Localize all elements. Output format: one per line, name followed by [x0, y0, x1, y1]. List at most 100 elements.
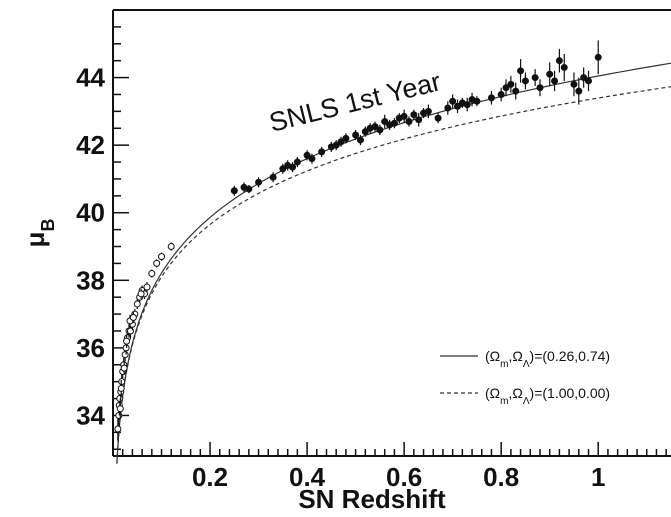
point-marker	[117, 384, 125, 392]
point-marker	[497, 90, 505, 98]
point-marker	[570, 80, 578, 88]
point-marker	[293, 158, 301, 166]
data-point	[536, 79, 544, 97]
point-marker	[594, 53, 602, 61]
data-point	[318, 146, 326, 157]
y-tick-label: 40	[76, 198, 105, 228]
model-curves	[116, 62, 671, 464]
x-tick-label: 0.6	[386, 462, 422, 492]
y-tick-label: 38	[76, 265, 105, 295]
data-point	[361, 126, 369, 137]
point-marker	[487, 94, 495, 102]
point-marker	[551, 77, 559, 85]
point-marker	[517, 67, 525, 75]
model-legend-solid-label: (Ωm,ΩΛ)=(0.26,0.74)	[485, 348, 610, 370]
data-point	[123, 334, 131, 348]
point-marker	[381, 118, 389, 125]
data-point	[551, 70, 559, 92]
data-point	[332, 140, 340, 151]
data-point	[546, 62, 554, 87]
data-point	[158, 252, 166, 261]
data-point	[269, 172, 277, 183]
data-point	[473, 96, 481, 107]
data-point	[585, 70, 593, 92]
point-marker	[463, 101, 471, 109]
point-marker	[167, 243, 175, 251]
data-point	[410, 109, 418, 120]
data-point	[371, 121, 379, 132]
data-point	[133, 298, 141, 310]
data-point	[376, 124, 384, 136]
data-point	[356, 135, 364, 146]
data-point	[424, 104, 432, 119]
point-marker	[352, 131, 360, 139]
data-point	[560, 53, 568, 81]
point-marker	[405, 118, 413, 125]
legend: (Ωm,ΩΛ)=(0.26,0.74) (Ωm,ΩΛ)=(1.00,0.00)	[440, 348, 610, 407]
point-marker	[390, 119, 398, 127]
data-point	[405, 116, 413, 127]
data-point	[570, 72, 578, 97]
y-axis-title: μB	[20, 219, 58, 248]
point-marker	[230, 187, 238, 195]
point-marker	[585, 77, 593, 85]
point-marker	[245, 185, 253, 193]
data-point	[521, 72, 529, 90]
point-marker	[521, 77, 529, 85]
data-point	[293, 156, 301, 168]
data-point	[517, 58, 525, 83]
point-marker	[434, 114, 442, 122]
point-marker	[158, 253, 166, 261]
data-point	[337, 136, 345, 147]
point-marker	[114, 425, 122, 433]
point-marker	[153, 259, 161, 267]
data-point	[255, 177, 263, 188]
data-point	[120, 361, 128, 375]
data-point	[230, 185, 238, 196]
point-marker	[376, 126, 384, 134]
point-marker	[332, 141, 340, 149]
y-tick-label: 34	[76, 400, 105, 430]
y-tick-label: 36	[76, 333, 105, 363]
data-point	[114, 417, 122, 441]
data-point	[143, 281, 151, 293]
point-marker	[120, 364, 128, 372]
data-point	[531, 69, 539, 87]
data-point	[308, 153, 316, 164]
point-marker	[371, 123, 379, 131]
point-marker	[454, 102, 462, 110]
data-point	[497, 87, 505, 102]
point-marker	[502, 84, 510, 92]
x-axis-title: SN Redshift	[298, 484, 446, 514]
model-curve-solid	[116, 62, 671, 464]
point-marker	[449, 97, 457, 105]
data-point	[245, 185, 253, 194]
data-point	[129, 312, 137, 323]
data-point	[381, 114, 389, 129]
data-point	[167, 242, 175, 251]
point-marker	[507, 80, 515, 88]
data-point	[575, 77, 583, 105]
data-point	[415, 113, 423, 127]
data-point	[487, 91, 495, 105]
data-point	[444, 101, 452, 115]
point-marker	[536, 84, 544, 92]
point-marker	[531, 74, 539, 82]
point-marker	[121, 351, 129, 359]
point-marker	[123, 337, 131, 345]
point-marker	[289, 163, 297, 171]
point-marker	[546, 70, 554, 78]
point-marker	[303, 151, 311, 159]
x-tick-label: 0.8	[483, 462, 519, 492]
point-marker	[116, 405, 124, 413]
data-point	[507, 75, 515, 93]
model-curve-dashed	[116, 86, 671, 464]
data-point	[137, 288, 145, 299]
point-marker	[337, 138, 345, 146]
data-point	[512, 82, 520, 100]
point-marker	[318, 148, 326, 156]
x-tick-label: 0.4	[289, 462, 326, 492]
point-marker	[580, 74, 588, 82]
data-point	[502, 79, 510, 97]
data-point	[148, 269, 156, 278]
